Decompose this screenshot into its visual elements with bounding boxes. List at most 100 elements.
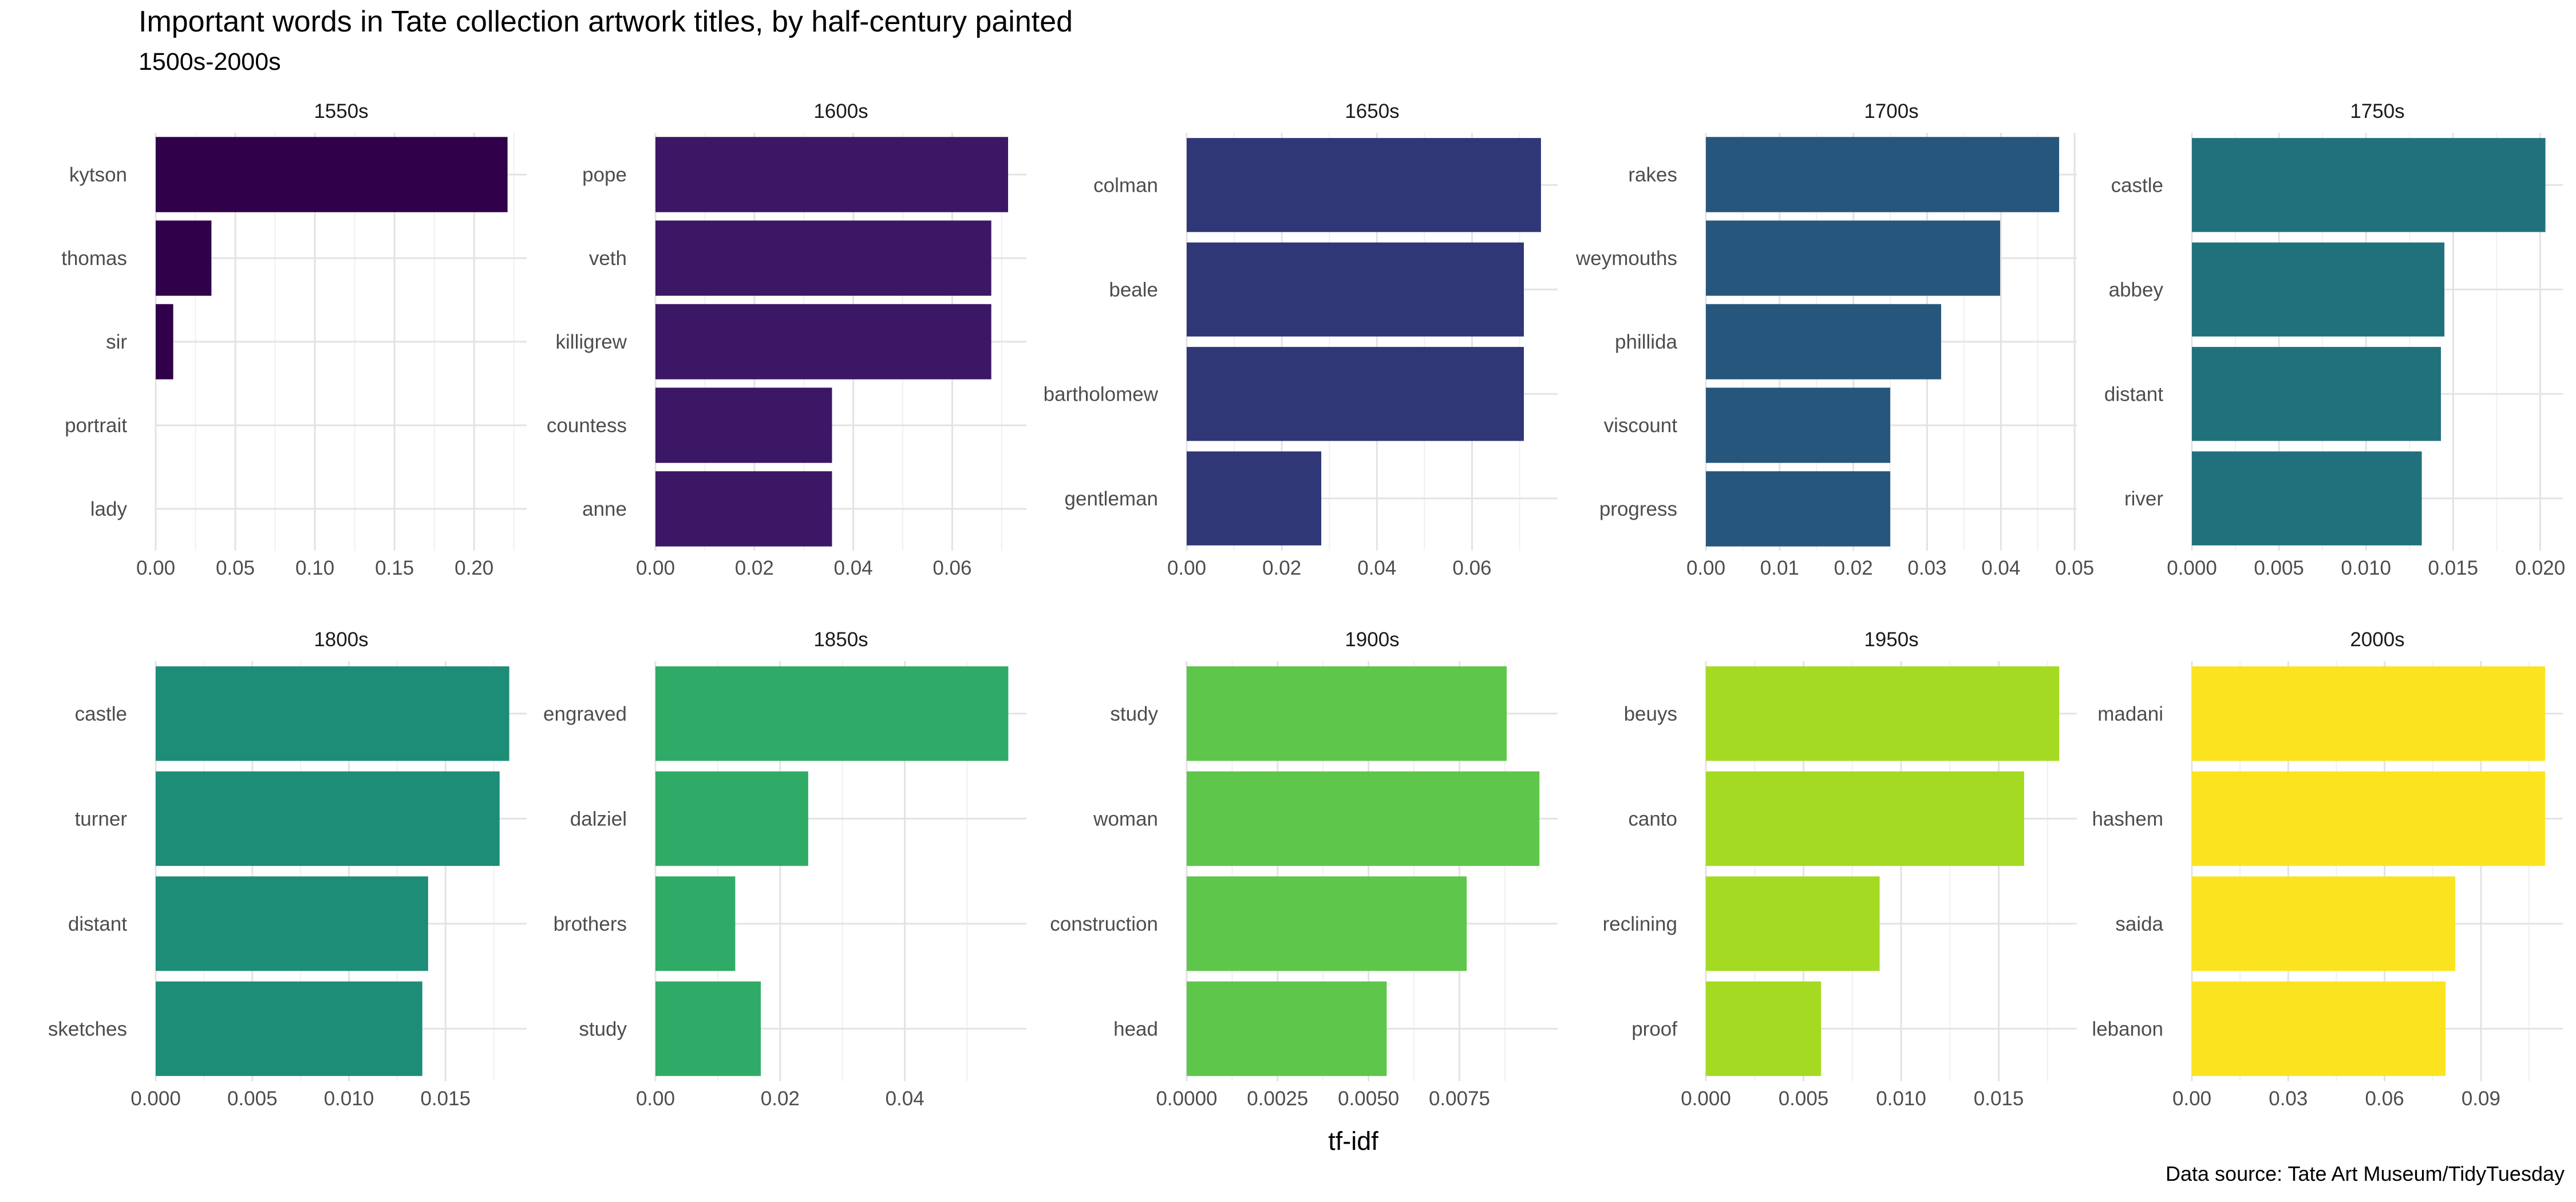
- x-tick-label: 0.015: [420, 1088, 471, 1110]
- x-tick-label: 0.010: [324, 1088, 374, 1110]
- x-tick-label: 0.01: [1760, 557, 1799, 579]
- bar-construction: [1187, 876, 1467, 971]
- bar-beale: [1187, 242, 1524, 337]
- category-label: weymouths: [1575, 247, 1677, 270]
- category-label: madani: [2097, 703, 2163, 725]
- x-tick-label: 0.010: [2341, 557, 2391, 579]
- x-tick-label: 0.0025: [1247, 1088, 1308, 1110]
- category-label: woman: [1093, 808, 1158, 830]
- bar-bartholomew: [1187, 347, 1524, 441]
- bar-beuys: [1706, 666, 2060, 761]
- category-label: reclining: [1603, 913, 1677, 935]
- x-tick-label: 0.00: [636, 1088, 675, 1110]
- bar-madani: [2192, 666, 2546, 761]
- x-tick-label: 0.02: [761, 1088, 800, 1110]
- category-label: gentleman: [1065, 488, 1158, 510]
- category-label: thomas: [61, 247, 127, 270]
- bar-killigrew: [655, 304, 991, 379]
- x-tick-label: 0.0000: [1156, 1088, 1217, 1110]
- bar-rakes: [1706, 137, 2060, 212]
- x-tick-label: 0.06: [1452, 557, 1491, 579]
- x-tick-label: 0.05: [216, 557, 255, 579]
- x-tick-label: 0.15: [375, 557, 414, 579]
- facet-label: 1600s: [813, 100, 868, 122]
- bar-castle: [2192, 138, 2546, 232]
- category-label: kytson: [69, 164, 127, 186]
- category-label: killigrew: [556, 331, 627, 353]
- category-label: phillida: [1615, 331, 1677, 353]
- category-label: progress: [1599, 498, 1677, 520]
- bar-woman: [1187, 771, 1540, 866]
- bar-abbey: [2192, 242, 2445, 337]
- category-label: portrait: [65, 414, 127, 437]
- bar-colman: [1187, 138, 1541, 232]
- category-label: study: [1110, 703, 1158, 725]
- bar-dalziel: [655, 771, 808, 866]
- facet-label: 1800s: [314, 628, 368, 651]
- category-label: veth: [589, 247, 627, 270]
- x-tick-label: 0.00: [636, 557, 675, 579]
- facet-label: 1950s: [1864, 628, 1918, 651]
- category-label: beale: [1109, 279, 1158, 301]
- bar-pope: [655, 137, 1009, 212]
- chart-title: Important words in Tate collection artwo…: [139, 5, 1073, 38]
- x-tick-label: 0.02: [1834, 557, 1873, 579]
- category-label: hashem: [2092, 808, 2163, 830]
- x-tick-label: 0.005: [2254, 557, 2304, 579]
- x-tick-label: 0.03: [2269, 1088, 2308, 1110]
- bar-sir: [156, 304, 173, 379]
- x-tick-label: 0.000: [2167, 557, 2217, 579]
- bar-saida: [2192, 876, 2456, 971]
- bar-study: [1187, 666, 1507, 761]
- category-label: sketches: [48, 1018, 127, 1040]
- bar-study: [655, 981, 761, 1076]
- category-label: dalziel: [570, 808, 627, 830]
- bar-kytson: [156, 137, 508, 212]
- x-tick-label: 0.09: [2462, 1088, 2500, 1110]
- bar-veth: [655, 220, 991, 296]
- facet-label: 1650s: [1345, 100, 1399, 122]
- facet-label: 1900s: [1345, 628, 1399, 651]
- category-label: construction: [1050, 913, 1158, 935]
- x-tick-label: 0.04: [886, 1088, 924, 1110]
- bar-lebanon: [2192, 981, 2446, 1076]
- bar-thomas: [156, 220, 212, 296]
- category-label: saida: [2115, 913, 2163, 935]
- category-label: castle: [2111, 174, 2163, 196]
- x-tick-label: 0.015: [1974, 1088, 2024, 1110]
- bar-hashem: [2192, 771, 2546, 866]
- bar-distant: [2192, 347, 2441, 441]
- bar-viscount: [1706, 388, 1891, 463]
- x-tick-label: 0.03: [1907, 557, 1946, 579]
- x-tick-label: 0.06: [2365, 1088, 2404, 1110]
- chart-subtitle: 1500s-2000s: [139, 48, 281, 76]
- category-label: river: [2124, 488, 2163, 510]
- category-label: distant: [68, 913, 127, 935]
- x-tick-label: 0.02: [1262, 557, 1301, 579]
- bar-gentleman: [1187, 451, 1322, 545]
- facet-label: 1550s: [314, 100, 368, 122]
- category-label: distant: [2104, 383, 2163, 405]
- x-tick-label: 0.04: [834, 557, 873, 579]
- x-tick-label: 0.005: [227, 1088, 278, 1110]
- category-label: countess: [547, 414, 627, 437]
- bar-distant: [156, 876, 428, 971]
- x-tick-label: 0.000: [1681, 1088, 1731, 1110]
- x-tick-label: 0.05: [2055, 557, 2094, 579]
- category-label: brothers: [554, 913, 627, 935]
- x-tick-label: 0.0075: [1429, 1088, 1490, 1110]
- x-tick-label: 0.005: [1779, 1088, 1829, 1110]
- x-tick-label: 0.00: [136, 557, 175, 579]
- category-label: colman: [1093, 174, 1158, 196]
- facet-label: 1850s: [813, 628, 868, 651]
- category-label: viscount: [1604, 414, 1678, 437]
- x-tick-label: 0.00: [2172, 1088, 2211, 1110]
- category-label: sir: [106, 331, 127, 353]
- facet-label: 2000s: [2350, 628, 2404, 651]
- category-label: canto: [1628, 808, 1677, 830]
- x-tick-label: 0.04: [1981, 557, 2020, 579]
- category-label: rakes: [1628, 164, 1677, 186]
- category-label: castle: [75, 703, 127, 725]
- x-tick-label: 0.00: [1167, 557, 1206, 579]
- bar-progress: [1706, 471, 1891, 547]
